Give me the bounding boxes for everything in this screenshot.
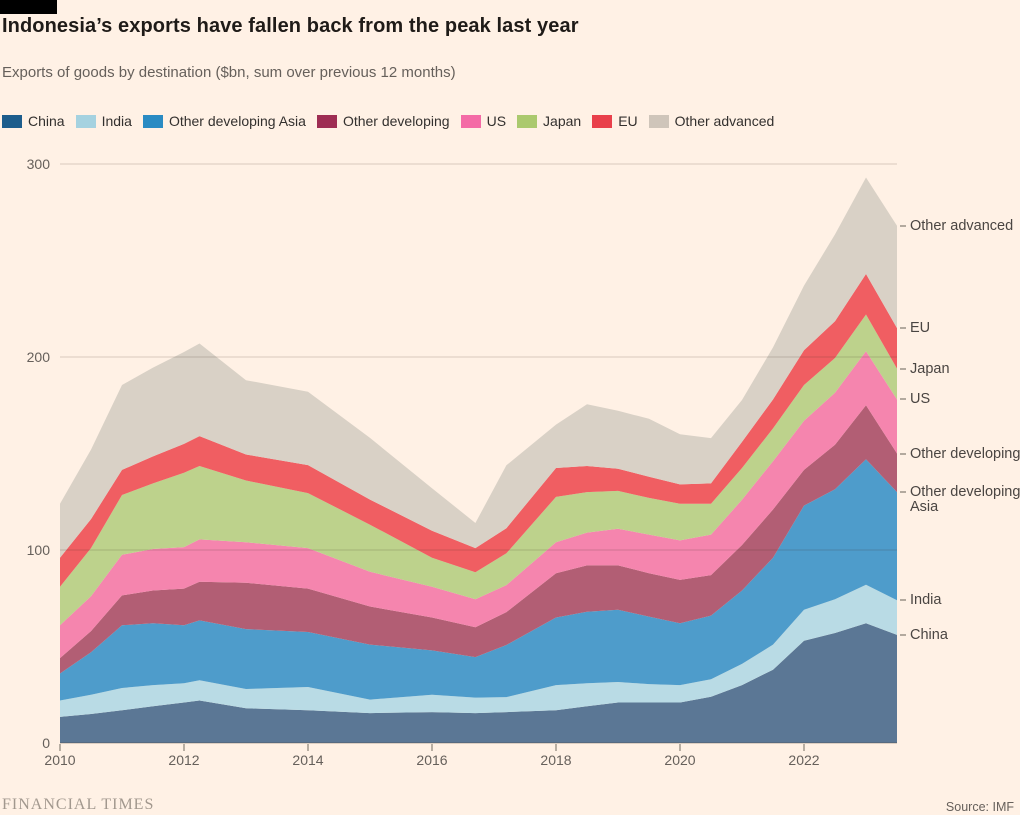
y-tick-label-300: 300 [26,156,50,172]
end-label-china: China [900,627,1020,643]
legend-label: US [486,113,507,129]
end-label-other-advanced: Other advanced [900,218,1020,234]
legend: China India Other developing Asia Other dev… [2,113,774,129]
legend-label: China [28,113,65,129]
end-label-other-developing: Other developing [900,445,1020,462]
legend-label: Other developing Asia [168,113,306,129]
legend-item-other-developing-asia: Other developing Asia [142,113,306,129]
end-label-us: US [900,392,1020,407]
x-tick-label-2020: 2020 [664,752,696,768]
legend-label: India [101,113,132,129]
x-tick-label-2012: 2012 [168,752,200,768]
x-tick-label-2010: 2010 [44,752,76,768]
area-china [60,623,897,743]
x-tick-label-2016: 2016 [416,752,448,768]
ft-logo-text: FINANCIAL TIMES [2,796,155,813]
legend-swatch-other-advanced [648,114,669,128]
end-label-japan: Japan [900,361,1020,377]
legend-label: Japan [543,113,582,129]
legend-item-china: China [2,113,65,129]
area-other-developing-asia [60,459,897,701]
legend-swatch-india [75,114,96,128]
legend-swatch-eu [592,114,613,128]
legend-item-india: India [75,113,132,129]
source-note: Source: IMF [945,800,1014,814]
legend-label: Other developing [342,113,450,129]
legend-item-eu: EU [592,113,638,129]
legend-item-other-advanced: Other advanced [648,113,775,129]
y-tick-label-0: 0 [42,735,50,751]
x-tick-label-2014: 2014 [292,752,324,768]
end-label-other-developing-asia: Other developing Asia [900,484,1020,516]
legend-swatch-other-developing [316,114,337,128]
legend-swatch-us [460,114,481,128]
area-other-advanced [60,177,897,558]
area-india [60,584,897,717]
x-tick-label-2022: 2022 [788,752,820,768]
page-title: Indonesia’s exports have fallen back fro… [2,15,579,37]
x-tick-label-2018: 2018 [540,752,572,768]
legend-label: Other advanced [674,113,775,129]
legend-item-us: US [460,113,507,129]
legend-item-japan: Japan [517,113,581,129]
end-label-eu: EU [900,321,1020,336]
legend-label: EU [618,113,638,129]
y-tick-label-100: 100 [26,542,50,558]
y-tick-label-200: 200 [26,349,50,365]
end-label-india: India [900,593,1020,608]
legend-swatch-japan [517,114,538,128]
legend-item-other-developing: Other developing [316,113,450,129]
legend-swatch-other-developing-asia [142,114,163,128]
chart-subtitle: Exports of goods by destination ($bn, su… [2,64,456,81]
area-other-developing [60,405,897,674]
area-us [60,351,897,659]
brand-bar [0,0,57,14]
legend-swatch-china [2,114,22,128]
